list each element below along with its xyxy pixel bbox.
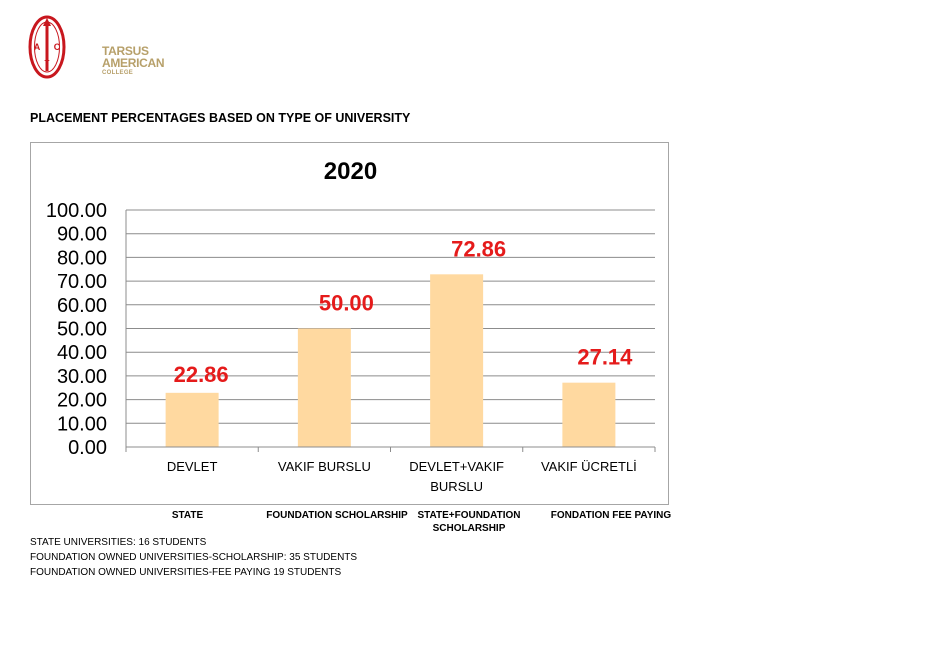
chart-title: 2020: [324, 158, 377, 185]
data-label: 72.86: [451, 236, 506, 261]
bar-chart: 20200.0010.0020.0030.0040.0050.0060.0070…: [46, 158, 656, 494]
page-heading: PLACEMENT PERCENTAGES BASED ON TYPE OF U…: [30, 111, 411, 125]
chart-frame: 2020 0.00 10.00 20.00 30.00 40.00 50.00 60.00 70…: [30, 142, 669, 505]
student-count-note: STATE UNIVERSITIES: 16 STUDENTS: [30, 537, 207, 548]
y-tick-label: 30.00: [57, 366, 107, 388]
logo-line-2: AMERICAN: [102, 56, 165, 70]
data-label: 27.14: [577, 345, 633, 370]
english-category-label: FOUNDATION SCHOLARSHIP: [266, 510, 408, 521]
y-tick-label: 20.00: [57, 390, 107, 412]
english-category-label: STATE: [171, 510, 204, 521]
bar: [165, 392, 219, 447]
data-label: 22.86: [174, 362, 229, 387]
x-tick-label: DEVLET+VAKIF BURSLU: [409, 459, 504, 494]
logo: A C T TARSUS AMERICAN COLLEGE: [28, 14, 165, 80]
seal-letter-t: T: [45, 59, 50, 68]
english-category-label: FONDATION FEE PAYING: [550, 510, 672, 521]
x-tick-label-line: DEVLET+VAKIF: [409, 459, 504, 474]
college-seal-icon: A C T: [28, 15, 66, 79]
y-tick-label: 80.00: [57, 247, 107, 269]
logo-line-1: TARSUS: [102, 44, 149, 58]
y-tick-label: 100.00: [46, 200, 107, 222]
y-tick-label: 10.00: [57, 413, 107, 435]
y-tick-label: 70.00: [57, 271, 107, 293]
logo-wordmark: TARSUS AMERICAN COLLEGE: [102, 44, 165, 76]
seal-letter-c: C: [54, 42, 61, 52]
bar: [430, 274, 484, 447]
y-tick-label: 60.00: [57, 295, 107, 317]
y-tick-label: 0.00: [68, 437, 107, 459]
english-category-label: STATE+FOUNDATION SCHOLARSHIP: [417, 510, 521, 534]
data-label: 50.00: [319, 291, 374, 316]
logo-line-3: COLLEGE: [102, 70, 134, 76]
seal-letter-a: A: [34, 42, 41, 52]
bar: [297, 328, 351, 447]
student-count-note: FOUNDATION OWNED UNIVERSITIES-SCHOLARSHI…: [30, 552, 358, 563]
x-tick-label-line: BURSLU: [430, 479, 483, 494]
x-tick-label: VAKIF ÜCRETLİ: [541, 459, 637, 474]
bar: [562, 382, 616, 447]
student-count-note: FOUNDATION OWNED UNIVERSITIES-FEE PAYING…: [30, 567, 342, 578]
x-tick-label: VAKIF BURSLU: [278, 459, 371, 474]
x-tick-label: DEVLET: [167, 459, 218, 474]
y-tick-label: 50.00: [57, 319, 107, 341]
y-tick-label: 40.00: [57, 342, 107, 364]
y-tick-label: 90.00: [57, 224, 107, 246]
